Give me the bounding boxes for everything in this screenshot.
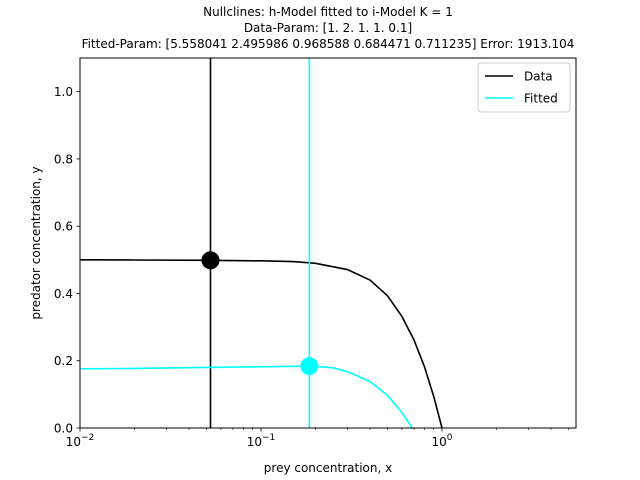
y-axis-label: predator concentration, y (29, 166, 43, 319)
legend: Data Fitted (477, 62, 571, 113)
x-axis-label: prey concentration, x (264, 461, 392, 475)
legend-label-fitted: Fitted (524, 92, 558, 106)
axes-frame (79, 57, 577, 429)
y-axis: 0.0 0.2 0.4 0.6 0.8 1.0 (54, 85, 80, 436)
legend-label-data: Data (524, 70, 553, 84)
title-line-1: Nullclines: h-Model fitted to i-Model K … (203, 5, 453, 19)
fitted-equilibrium-point (300, 357, 319, 376)
x-tick-label: 10−2 (66, 433, 95, 449)
data-equilibrium-point (201, 251, 220, 270)
y-tick-label: 1.0 (54, 85, 73, 99)
title-line-2: Data-Param: [1. 2. 1. 1. 0.1] (244, 21, 412, 35)
x-tick-label: 10−1 (247, 433, 276, 449)
y-tick-label: 0.2 (54, 354, 73, 368)
chart-title: Nullclines: h-Model fitted to i-Model K … (82, 5, 575, 51)
x-tick-label: 100 (431, 433, 452, 449)
fitted-nullcline-curve (80, 365, 413, 428)
y-tick-label: 0.6 (54, 220, 73, 234)
y-tick-label: 0.8 (54, 152, 73, 166)
y-tick-label: 0.0 (54, 422, 73, 436)
data-nullcline-curve (80, 259, 443, 428)
plot-area (79, 57, 577, 429)
title-line-3: Fitted-Param: [5.558041 2.495986 0.96858… (82, 37, 575, 51)
y-tick-label: 0.4 (54, 287, 73, 301)
x-axis: 10−2 10−1 100 (66, 428, 569, 449)
